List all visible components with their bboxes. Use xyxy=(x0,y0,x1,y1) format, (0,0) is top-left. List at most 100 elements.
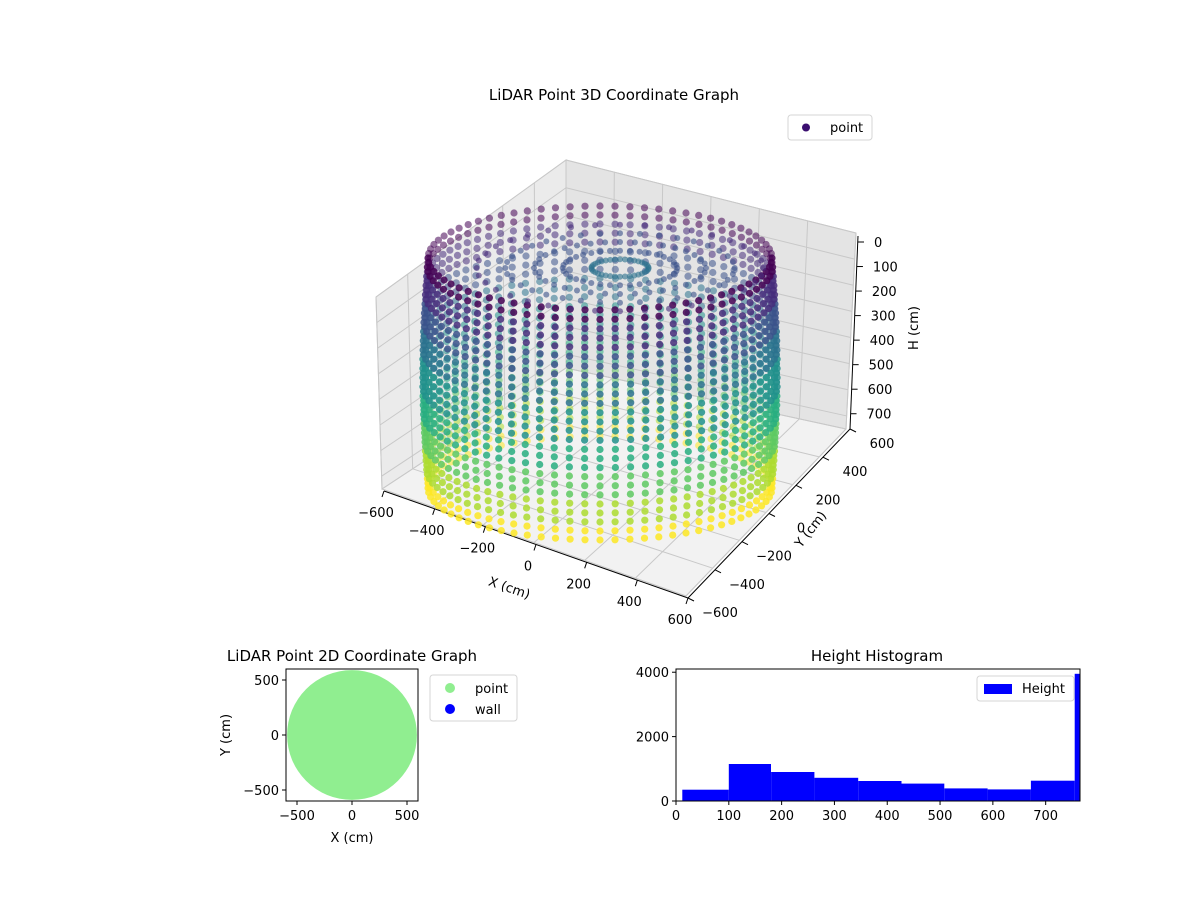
scatter-point-3d xyxy=(496,334,504,342)
scatter-point-3d xyxy=(721,393,729,401)
scatter-point-3d xyxy=(671,450,679,458)
scatter-point-3d xyxy=(656,378,664,386)
scatter-point-3d xyxy=(446,501,455,509)
scatter-point-3d xyxy=(611,518,619,526)
scatter-point-3d xyxy=(483,268,491,277)
scatter-point-3d xyxy=(550,398,558,406)
scatter-point-3d xyxy=(474,512,482,520)
scatter-point-3d xyxy=(475,272,482,279)
scatter-point-3d xyxy=(749,400,758,408)
scatter-point-3d xyxy=(718,291,726,299)
scatter-point-3d xyxy=(433,474,441,482)
scatter-point-3d xyxy=(460,399,468,407)
scatter-point-3d xyxy=(710,415,718,423)
scatter-point-3d xyxy=(472,337,480,345)
scatter-point-3d xyxy=(453,487,462,495)
scatter-point-3d xyxy=(524,298,531,305)
scatter-point-3d xyxy=(581,500,589,508)
scatter-point-3d xyxy=(697,284,705,292)
scatter-point-3d xyxy=(641,370,650,378)
scatter-point-3d xyxy=(521,413,529,421)
scatter-point-3d xyxy=(443,419,451,427)
scatter-point-3d xyxy=(485,312,493,321)
scatter-point-3d xyxy=(551,360,559,369)
scatter-point-3d xyxy=(523,531,531,539)
scatter-point-3d xyxy=(617,230,623,237)
scatter-point-3d xyxy=(521,422,529,430)
scatter-point-3d xyxy=(535,433,544,441)
scatter-point-3d xyxy=(747,264,755,272)
scatter-point-3d xyxy=(464,287,472,295)
chart-3d: LiDAR Point 3D Coordinate Graph −600 −400… xyxy=(358,86,922,628)
scatter-point-3d xyxy=(461,371,469,379)
scatter-point-3d xyxy=(510,520,518,528)
scatter-point-3d xyxy=(462,257,470,265)
scatter-point-3d xyxy=(626,517,634,525)
scatter-point-3d xyxy=(763,286,772,294)
scatter-point-3d xyxy=(429,286,437,294)
scatter-point-3d xyxy=(656,460,664,469)
scatter-point-3d xyxy=(596,220,604,228)
scatter-point-3d xyxy=(443,354,451,362)
scatter-point-3d xyxy=(568,305,574,312)
x-tick-label-hist: 100 xyxy=(716,809,741,824)
scatter-point-3d xyxy=(443,373,451,381)
scatter-point-3d xyxy=(460,408,468,416)
scatter-point-3d xyxy=(709,359,717,367)
scatter-point-3d xyxy=(740,340,748,348)
scatter-point-3d xyxy=(431,438,439,446)
scatter-point-3d xyxy=(510,308,518,316)
scatter-point-3d xyxy=(473,494,481,502)
scatter-point-3d xyxy=(550,425,558,433)
scatter-point-3d xyxy=(536,460,544,469)
x-tick-label-hist: 600 xyxy=(980,809,1005,824)
scatter-point-3d xyxy=(532,269,539,276)
scatter-point-3d xyxy=(510,299,518,307)
scatter-point-3d xyxy=(577,232,584,239)
scatter-point-3d xyxy=(683,346,692,354)
scatter-point-3d xyxy=(551,258,559,266)
scatter-point-3d xyxy=(730,334,738,342)
scatter-point-3d xyxy=(716,247,723,254)
scatter-point-3d xyxy=(627,435,635,444)
scatter-point-3d xyxy=(551,525,559,533)
scatter-point-3d xyxy=(446,492,454,500)
scatter-point-3d xyxy=(611,265,619,273)
scatter-point-3d xyxy=(674,295,681,301)
scatter-point-3d xyxy=(762,364,770,372)
y-tick-label: −400 xyxy=(729,578,765,593)
scatter-point-3d xyxy=(521,440,529,449)
scatter-point-3d xyxy=(626,324,634,332)
scatter-point-3d xyxy=(425,378,433,386)
scatter-point-3d xyxy=(436,442,445,450)
scatter-point-3d xyxy=(767,415,775,423)
scatter-point-3d xyxy=(596,211,604,219)
scatter-point-3d xyxy=(738,487,747,495)
scatter-point-3d xyxy=(439,241,448,249)
scatter-point-3d xyxy=(426,433,434,441)
scatter-point-3d xyxy=(434,493,442,501)
scatter-point-3d xyxy=(536,250,544,258)
scatter-point-3d xyxy=(666,224,672,231)
scatter-point-3d xyxy=(767,351,775,359)
scatter-point-3d xyxy=(708,331,716,339)
scatter-point-3d xyxy=(617,247,623,254)
scatter-point-3d xyxy=(721,365,729,373)
scatter-point-3d xyxy=(588,250,595,256)
scatter-point-3d xyxy=(550,407,558,415)
scatter-point-3d xyxy=(696,490,704,498)
scatter-point-3d xyxy=(437,451,445,459)
scatter-point-3d xyxy=(660,287,666,294)
scatter-point-3d xyxy=(495,353,503,361)
scatter-point-3d xyxy=(626,535,634,543)
scatter-point-3d xyxy=(740,459,748,467)
scatter-point-3d xyxy=(566,203,574,211)
y-tick-label: 0 xyxy=(797,522,805,537)
scatter-point-3d xyxy=(597,299,604,306)
scatter-point-3d xyxy=(631,239,638,246)
scatter-point-3d xyxy=(626,221,634,229)
scatter-point-3d xyxy=(425,406,433,414)
scatter-point-3d xyxy=(429,277,437,285)
scatter-point-3d xyxy=(444,455,452,463)
scatter-point-3d xyxy=(482,396,490,404)
